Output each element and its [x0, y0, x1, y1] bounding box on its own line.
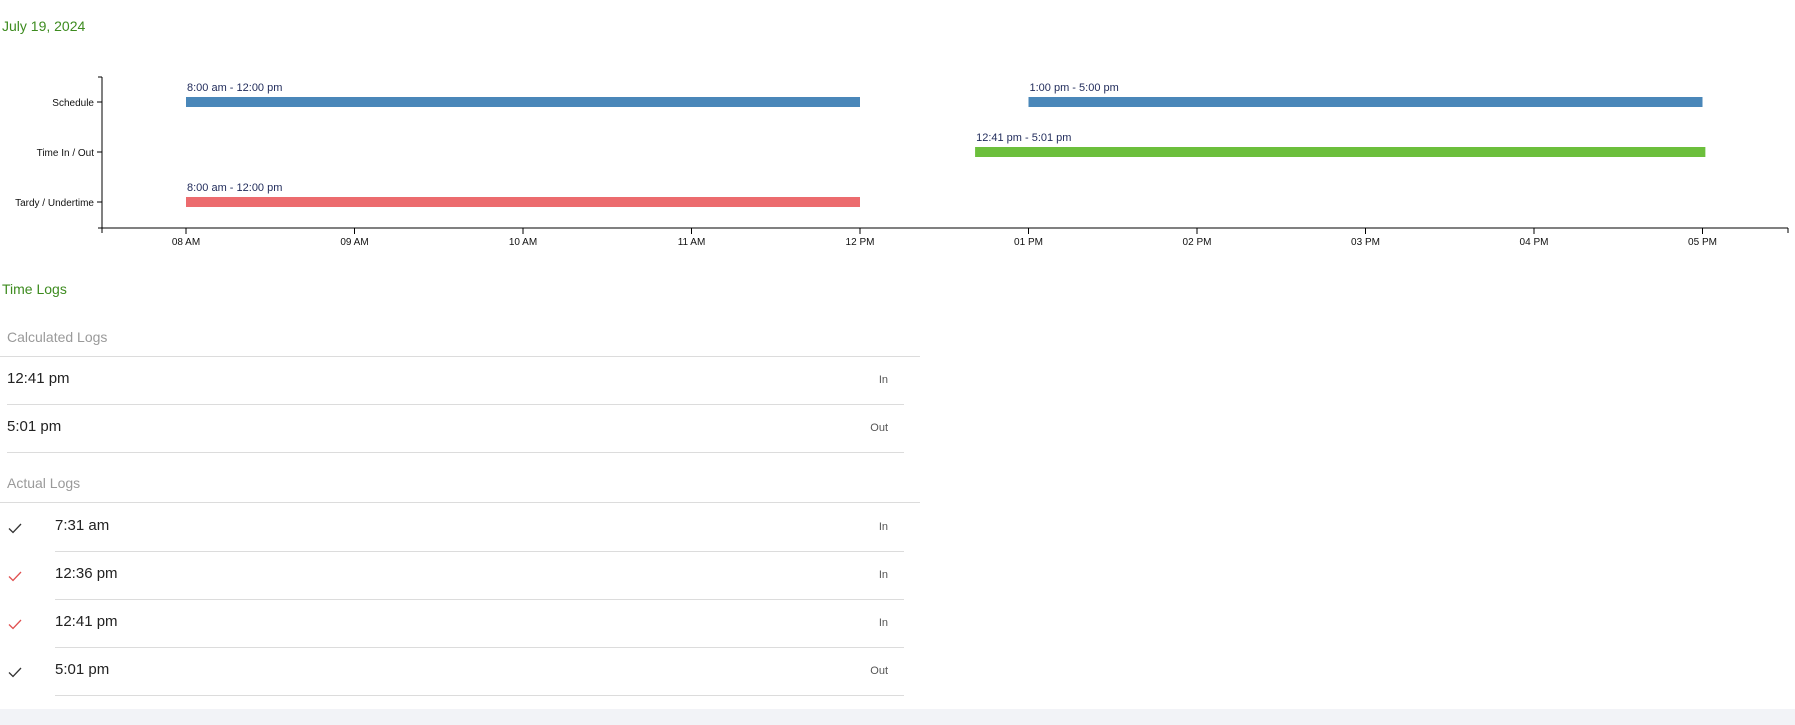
- actual-row[interactable]: 7:31 am In: [8, 504, 904, 552]
- actual-logs-title: Actual Logs: [7, 475, 81, 491]
- log-time: 7:31 am: [55, 517, 110, 534]
- timeline-bar-label: 12:41 pm - 5:01 pm: [976, 132, 1071, 144]
- x-tick-label: 11 AM: [678, 237, 706, 248]
- footer-bar: [0, 709, 1795, 725]
- timeline-bar: [186, 97, 860, 107]
- log-time: 12:36 pm: [55, 565, 118, 582]
- log-type-label: Out: [870, 665, 888, 677]
- row-label: Tardy / Undertime: [15, 198, 94, 209]
- timeline-bar: [186, 197, 860, 207]
- calculated-row[interactable]: 5:01 pm Out: [7, 405, 904, 453]
- log-time: 12:41 pm: [55, 613, 118, 630]
- log-time: 5:01 pm: [7, 418, 62, 435]
- timeline-bar-label: 1:00 pm - 5:00 pm: [1030, 82, 1119, 94]
- time-logs-title: Time Logs: [2, 281, 67, 297]
- log-time: 12:41 pm: [7, 370, 70, 387]
- log-type-label: In: [878, 617, 888, 629]
- log-type-label: In: [878, 569, 888, 581]
- timeline-bar: [1028, 97, 1703, 107]
- actual-row[interactable]: 12:36 pm In: [8, 552, 904, 600]
- x-tick-label: 12 PM: [846, 237, 875, 248]
- x-tick-label: 10 AM: [509, 237, 537, 248]
- x-tick-label: 09 AM: [340, 237, 368, 248]
- date-title: July 19, 2024: [2, 18, 86, 34]
- check-icon: [8, 571, 22, 582]
- row-label: Time In / Out: [37, 148, 95, 159]
- check-icon: [8, 619, 22, 630]
- log-type-label: In: [878, 374, 888, 386]
- x-tick-label: 04 PM: [1520, 237, 1549, 248]
- calculated-row[interactable]: 12:41 pm In: [7, 357, 904, 405]
- timeline-bar: [975, 147, 1706, 157]
- log-type-label: In: [878, 521, 888, 533]
- timeline-bar-label: 8:00 am - 12:00 pm: [187, 182, 282, 194]
- log-type-label: Out: [870, 422, 888, 434]
- calculated-logs-title: Calculated Logs: [7, 329, 108, 345]
- x-tick-label: 03 PM: [1351, 237, 1380, 248]
- check-icon: [8, 523, 22, 534]
- calculated-logs-divider: [0, 356, 920, 357]
- timeline-bar-label: 8:00 am - 12:00 pm: [187, 82, 282, 94]
- x-tick-label: 05 PM: [1688, 237, 1717, 248]
- check-icon: [8, 667, 22, 678]
- x-tick-label: 08 AM: [172, 237, 200, 248]
- x-tick-label: 01 PM: [1014, 237, 1043, 248]
- x-tick-label: 02 PM: [1183, 237, 1212, 248]
- actual-logs-divider: [0, 502, 920, 503]
- actual-row[interactable]: 5:01 pm Out: [8, 648, 904, 696]
- row-label: Schedule: [52, 98, 94, 109]
- timeline-chart: Schedule Time In / Out Tardy / Undertime 08…: [15, 76, 1789, 248]
- log-time: 5:01 pm: [55, 661, 110, 678]
- actual-row[interactable]: 12:41 pm In: [8, 600, 904, 648]
